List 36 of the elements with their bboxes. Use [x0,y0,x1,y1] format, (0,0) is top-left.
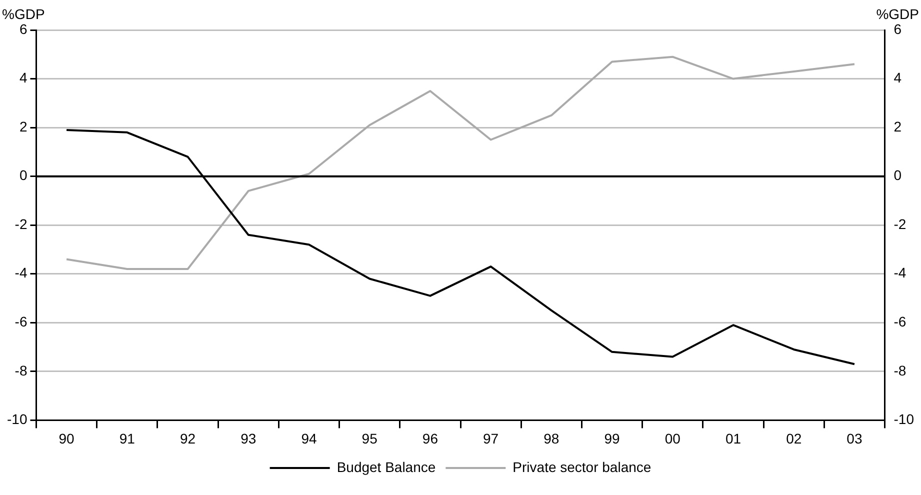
y-tick-label: 4 [19,70,28,86]
y-tick-label: 6 [19,20,28,37]
y-axis-title: %GDP [2,6,45,22]
x-tick-label: 93 [240,430,256,446]
y2-tick-label: 0 [894,167,902,184]
x-tick-label: 99 [604,430,620,446]
y-tick-label: -6 [14,314,28,330]
y2-tick-label: -4 [894,264,906,281]
y-tick-label: -8 [14,362,28,378]
x-tick-label: 97 [483,430,499,446]
x-tick-label: 95 [362,430,378,446]
y2-tick-label: -8 [894,362,906,378]
y2-tick-label: 4 [894,70,902,86]
y-tick-label: -4 [14,264,28,281]
y2-tick-label: 6 [894,20,902,37]
x-tick-label: 90 [58,430,75,446]
y2-tick-label: -10 [894,411,914,428]
x-tick-label: 92 [180,430,196,446]
legend-label: Private sector balance [512,458,652,475]
x-tick-label: 96 [422,430,438,446]
x-tick-label: 00 [664,430,681,446]
x-tick-label: 02 [786,430,802,446]
y2-axis-title: %GDP [876,6,919,22]
legend-label: Budget Balance [336,458,436,475]
y2-tick-label: -2 [894,216,906,232]
x-tick-label: 03 [846,430,862,446]
y2-tick-label: -6 [894,314,906,330]
x-tick-label: 01 [725,430,742,446]
y2-tick-label: 2 [894,118,902,134]
y-tick-label: 0 [19,167,28,184]
y-tick-label: -2 [14,216,28,232]
x-tick-label: 98 [544,430,560,446]
y-tick-label: -10 [7,411,28,428]
x-tick-label: 91 [119,430,136,446]
x-tick-label: 94 [301,430,317,446]
y-tick-label: 2 [19,118,28,134]
